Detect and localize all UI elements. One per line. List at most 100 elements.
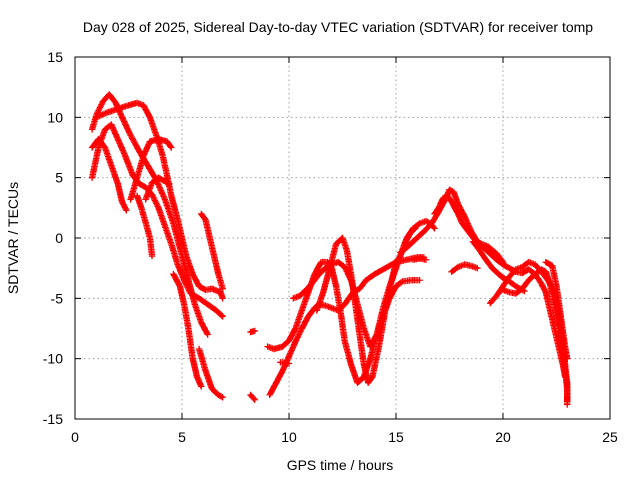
point-cluster — [296, 287, 309, 300]
series-arc4 — [88, 121, 226, 320]
point-cluster — [431, 205, 442, 218]
point-cluster — [176, 283, 187, 307]
point-cluster — [247, 391, 257, 402]
series-arc15 — [277, 359, 293, 367]
point-cluster — [161, 196, 177, 226]
point-cluster — [266, 380, 279, 399]
point-cluster — [292, 326, 305, 345]
point-cluster — [347, 271, 359, 306]
point-cluster — [448, 198, 461, 216]
point-cluster — [101, 144, 114, 168]
data-point — [165, 180, 173, 187]
series-arc20 — [409, 255, 430, 263]
point-cluster — [302, 280, 315, 294]
point-cluster — [121, 150, 136, 177]
point-cluster — [484, 243, 499, 256]
point-cluster — [163, 138, 174, 150]
y-tick-label: 10 — [47, 109, 63, 125]
point-cluster — [482, 256, 495, 271]
point-cluster — [170, 220, 185, 258]
point-cluster — [285, 326, 298, 344]
point-cluster — [347, 361, 361, 385]
x-tick-label: 5 — [178, 429, 186, 445]
series-arc19 — [431, 192, 507, 266]
point-cluster — [138, 204, 149, 224]
point-cluster — [341, 296, 352, 308]
point-cluster — [392, 279, 405, 290]
point-cluster — [371, 265, 388, 278]
data-point — [168, 144, 175, 151]
point-cluster — [140, 139, 153, 160]
point-cluster — [108, 121, 121, 141]
point-cluster — [542, 289, 553, 313]
point-cluster — [247, 328, 257, 336]
point-cluster — [459, 220, 471, 234]
point-cluster — [538, 280, 549, 295]
data-point — [564, 397, 571, 405]
point-cluster — [198, 210, 208, 222]
point-cluster — [204, 301, 219, 313]
data-point — [251, 327, 258, 335]
point-cluster — [183, 252, 196, 276]
point-cluster — [127, 132, 142, 153]
point-cluster — [422, 217, 432, 226]
x-tick-label: 20 — [495, 429, 511, 445]
point-cluster — [461, 213, 474, 233]
point-cluster — [446, 186, 456, 195]
series-arc10 — [198, 210, 226, 292]
point-cluster — [114, 180, 125, 204]
point-cluster — [146, 234, 155, 258]
point-cluster — [195, 295, 210, 307]
point-cluster — [146, 114, 159, 138]
point-cluster — [469, 238, 482, 253]
data-point — [204, 331, 211, 338]
point-cluster — [142, 180, 155, 203]
chart-title: Day 028 of 2025, Sidereal Day-to-day VTE… — [83, 19, 593, 35]
point-cluster — [487, 293, 499, 307]
data-point — [198, 383, 205, 390]
point-cluster — [551, 325, 562, 349]
data-point — [431, 225, 438, 232]
point-cluster — [335, 258, 347, 270]
x-tick-label: 25 — [602, 429, 618, 445]
point-cluster — [133, 154, 147, 181]
point-cluster — [422, 220, 435, 233]
point-cluster — [538, 266, 548, 275]
point-cluster — [365, 374, 375, 386]
point-cluster — [337, 307, 348, 343]
series-arc9 — [195, 345, 226, 401]
point-cluster — [326, 242, 339, 272]
point-cluster — [409, 233, 422, 245]
point-cluster — [114, 135, 127, 156]
y-tick-label: -10 — [43, 351, 63, 367]
series-arc7 — [142, 174, 173, 203]
point-cluster — [168, 240, 181, 267]
data-point — [416, 277, 423, 284]
point-cluster — [392, 254, 403, 266]
data-point — [285, 360, 293, 367]
point-cluster — [180, 277, 193, 296]
point-cluster — [382, 278, 395, 314]
point-cluster — [388, 260, 399, 284]
data-point — [219, 285, 226, 292]
y-tick-label: -15 — [43, 411, 63, 427]
series-arc3 — [88, 135, 130, 214]
point-cluster — [476, 246, 489, 262]
point-cluster — [448, 264, 460, 275]
point-cluster — [339, 234, 350, 252]
point-cluster — [127, 176, 140, 203]
series-arc11 — [247, 327, 258, 336]
point-cluster — [210, 252, 222, 276]
point-cluster — [185, 325, 196, 361]
data-points — [88, 91, 571, 408]
point-cluster — [397, 245, 409, 256]
point-cluster — [93, 110, 109, 121]
point-cluster — [178, 234, 190, 258]
point-cluster — [170, 271, 183, 289]
point-cluster — [140, 102, 153, 120]
point-cluster — [168, 192, 181, 222]
point-cluster — [499, 274, 512, 290]
point-cluster — [142, 219, 153, 240]
point-cluster — [189, 271, 202, 289]
